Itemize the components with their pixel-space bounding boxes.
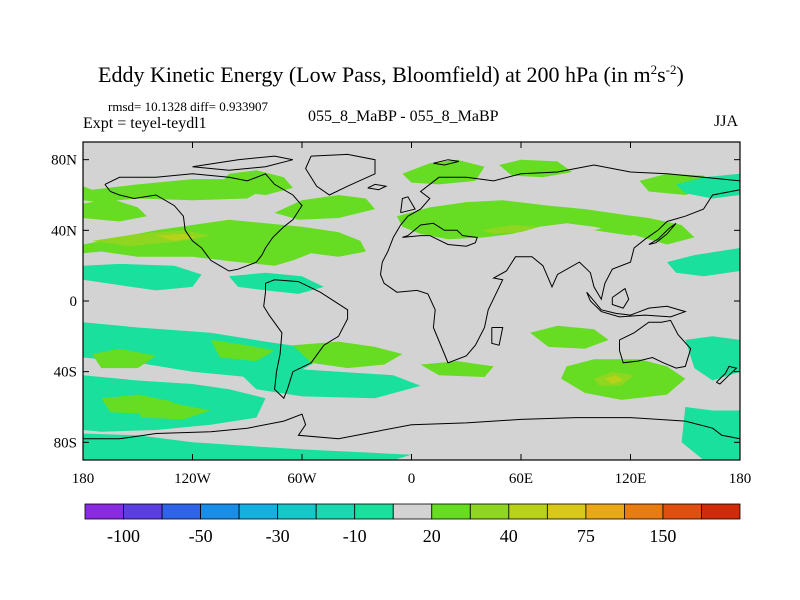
colorbar-box <box>200 503 240 520</box>
axes-layer: 80N 40N 0 40S 80S 180 120W 60W 0 60E 120E 180 <box>51 142 751 487</box>
south-america-coast <box>263 279 349 400</box>
title-s-unit: s <box>657 62 666 87</box>
colorbar-label: 40 <box>500 526 518 546</box>
mediterranean-coast <box>402 222 478 247</box>
lat-tick-label: 40N <box>51 223 77 239</box>
colorbar-box <box>123 503 163 520</box>
lon-tick-label: 180 <box>729 471 752 487</box>
iceland-coast <box>367 183 388 191</box>
anomaly-europe-asia-jet <box>396 200 695 245</box>
anomaly-south-pacific-green-c <box>137 403 211 420</box>
colorbar-box <box>469 503 510 520</box>
anomaly-west-pacific-band <box>594 223 649 236</box>
anomaly-cyan-north-pacific-east <box>667 248 740 277</box>
colorbar-box <box>701 503 741 520</box>
anomaly-cyan-north-pacific-west <box>83 263 202 291</box>
colorbar-label: -100 <box>107 526 140 546</box>
title-m-exponent: 2 <box>651 62 658 77</box>
anomaly-indian-ocean-jet <box>530 325 609 349</box>
colorbar-box <box>315 503 356 520</box>
anomaly-south-america-jet <box>292 341 403 369</box>
new-zealand-coast <box>715 365 738 385</box>
lon-tick-label: 60W <box>287 471 317 487</box>
lon-tick-label: 0 <box>408 471 416 487</box>
coastline-layer <box>83 153 740 440</box>
run-label: 055_8_MaBP - 055_8_MaBP <box>308 108 499 125</box>
indonesia-coast <box>586 291 687 318</box>
anomaly-scandinavia-patch <box>402 159 485 185</box>
uk-coast <box>400 196 416 214</box>
colorbar-box <box>84 503 124 520</box>
eurasia-africa-coast <box>379 164 740 364</box>
colorbar-box <box>238 503 279 520</box>
arctic-islands-coast <box>192 155 294 171</box>
stats-text: rmsd= 10.1328 diff= 0.933907 <box>108 99 268 114</box>
lon-tick-label: 120E <box>615 471 647 487</box>
australia-coast <box>619 319 692 369</box>
chart-title: Eddy Kinetic Energy (Low Pass, Bloomfiel… <box>98 62 684 87</box>
title-close: ) <box>676 62 683 87</box>
anomaly-australia-jet-max <box>604 375 624 384</box>
anomaly-antarctic-cyan-band <box>83 433 412 460</box>
colorbar: -100 -50 -30 -10 20 40 75 150 <box>84 503 741 546</box>
lat-tick-label: 80S <box>54 435 77 451</box>
colorbar-box <box>546 503 587 520</box>
antarctica-coast <box>83 413 740 440</box>
borneo-coast <box>611 287 630 309</box>
colorbar-box <box>392 503 433 520</box>
title-s-exponent: -2 <box>666 62 677 77</box>
chart-title-main: Eddy Kinetic Energy (Low Pass, Bloomfiel… <box>98 62 651 87</box>
colorbar-label: 150 <box>649 526 676 546</box>
anomaly-pacific-north-west-band <box>83 198 147 222</box>
anomaly-russia-arctic-patch <box>499 159 573 178</box>
svalbard-coast <box>433 159 460 166</box>
colorbar-box <box>277 503 317 520</box>
colorbar-label: -50 <box>189 526 213 546</box>
anomaly-north-atlantic-patch <box>274 195 375 220</box>
lon-tick-label: 60E <box>509 471 533 487</box>
colorbar-box <box>354 503 394 520</box>
anomaly-south-pacific-east-cyan <box>685 336 740 381</box>
lat-tick-label: 0 <box>70 294 78 310</box>
colorbar-label: -10 <box>343 526 367 546</box>
colorbar-box <box>431 503 471 520</box>
north-america-coast <box>104 173 303 272</box>
anomaly-south-pacific-green-b <box>210 339 275 362</box>
japan-coast <box>648 222 677 245</box>
colorbar-box <box>585 503 625 520</box>
madagascar-coast <box>491 327 504 346</box>
expt-label: Expt = teyel-teydl1 <box>83 115 207 132</box>
anomaly-north-atlantic-jet <box>83 219 366 266</box>
greenland-coast <box>305 153 376 196</box>
colorbar-label: 20 <box>423 526 441 546</box>
anomaly-layer <box>83 159 740 460</box>
anomaly-south-indian-green-a <box>420 361 494 377</box>
anomaly-southern-ocean-cyan-west <box>83 375 266 432</box>
season-label: JJA <box>714 113 738 130</box>
anomaly-southern-ocean-cyan-east <box>681 407 740 460</box>
lon-tick-label: 180 <box>72 471 95 487</box>
colorbar-box <box>161 503 201 520</box>
lat-tick-label: 80N <box>51 153 77 169</box>
colorbar-box <box>624 503 664 520</box>
anomaly-south-pacific-green-a <box>92 348 156 369</box>
colorbar-label: -30 <box>266 526 290 546</box>
colorbar-box <box>662 503 702 520</box>
anomaly-south-atlantic-cyan <box>238 368 421 399</box>
lon-tick-label: 120W <box>174 471 212 487</box>
lat-tick-label: 40S <box>54 365 77 381</box>
anomaly-subpolar-north-band <box>83 179 266 203</box>
colorbar-label: 75 <box>577 526 595 546</box>
colorbar-box <box>508 503 548 520</box>
anomaly-north-pacific-jet-max <box>156 233 197 241</box>
anomaly-cyan-tropics-atlantic <box>229 272 324 294</box>
anomaly-arctic-canada-patch <box>219 170 293 195</box>
anomaly-asia-jet-core <box>480 225 540 234</box>
